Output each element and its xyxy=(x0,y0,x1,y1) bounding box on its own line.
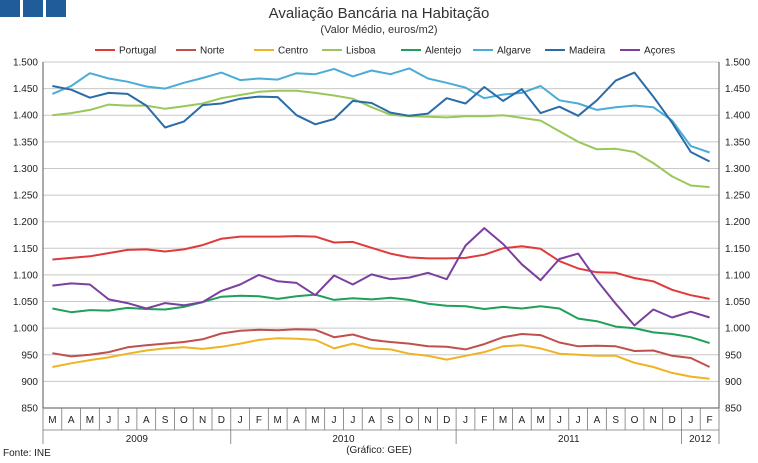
x-tick-label: J xyxy=(332,415,337,426)
series-line-açores xyxy=(52,227,710,327)
y-tick-label-left: 1.300 xyxy=(13,164,38,175)
year-label: 2012 xyxy=(689,434,712,445)
x-tick-label: O xyxy=(180,415,188,426)
legend-label: Madeira xyxy=(569,46,606,57)
y-tick-label-left: 1.400 xyxy=(13,111,38,122)
x-tick-label: D xyxy=(218,415,225,426)
y-tick-label-left: 1.000 xyxy=(13,324,38,335)
x-tick-label: J xyxy=(576,415,581,426)
series-line-algarve xyxy=(52,67,710,154)
legend-label: Açores xyxy=(644,46,675,57)
y-tick-label-left: 1.500 xyxy=(13,58,38,69)
y-tick-label-right: 1.400 xyxy=(725,111,750,122)
y-tick-label-right: 1.100 xyxy=(725,270,750,281)
chart-subtitle: (Valor Médio, euros/m2) xyxy=(320,24,438,36)
x-tick-label: D xyxy=(443,415,450,426)
y-tick-label-right: 1.200 xyxy=(725,217,750,228)
x-tick-label: J xyxy=(463,415,468,426)
y-tick-label-right: 1.250 xyxy=(725,191,750,202)
y-tick-label-right: 950 xyxy=(725,350,742,361)
x-tick-label: F xyxy=(481,415,487,426)
series-line-alentejo xyxy=(52,293,710,345)
chart-credit: (Gráfico: GEE) xyxy=(346,445,412,456)
y-tick-label-left: 1.250 xyxy=(13,191,38,202)
x-tick-label: N xyxy=(424,415,431,426)
x-tick-label: S xyxy=(612,415,619,426)
x-tick-label: J xyxy=(125,415,130,426)
x-tick-label: S xyxy=(387,415,394,426)
y-tick-label-right: 1.050 xyxy=(725,297,750,308)
logo-square-3 xyxy=(46,0,66,17)
x-tick-label: A xyxy=(368,415,375,426)
x-tick-label: A xyxy=(594,415,601,426)
legend-label: Alentejo xyxy=(425,46,462,57)
x-tick-label: O xyxy=(631,415,639,426)
series-line-madeira xyxy=(52,71,711,163)
x-tick-label: A xyxy=(68,415,75,426)
y-tick-label-left: 1.200 xyxy=(13,217,38,228)
x-tick-label: M xyxy=(499,415,507,426)
y-tick-label-left: 1.350 xyxy=(13,137,38,148)
series-line-lisboa xyxy=(52,89,710,189)
y-tick-label-left: 1.050 xyxy=(13,297,38,308)
x-tick-label: J xyxy=(350,415,355,426)
x-tick-label: J xyxy=(106,415,111,426)
x-tick-label: F xyxy=(707,415,713,426)
x-tick-label: M xyxy=(311,415,319,426)
y-tick-label-right: 1.350 xyxy=(725,137,750,148)
x-tick-label: M xyxy=(86,415,94,426)
y-tick-label-right: 1.300 xyxy=(725,164,750,175)
year-label: 2009 xyxy=(126,434,149,445)
x-tick-label: J xyxy=(238,415,243,426)
series-line-portugal xyxy=(52,235,710,300)
y-tick-label-right: 900 xyxy=(725,377,742,388)
legend-label: Lisboa xyxy=(346,46,376,57)
logo-square-2 xyxy=(23,0,43,17)
x-tick-label: O xyxy=(405,415,413,426)
y-tick-label-left: 900 xyxy=(21,377,38,388)
x-tick-label: D xyxy=(668,415,675,426)
legend-label: Centro xyxy=(278,46,308,57)
y-tick-label-right: 1.450 xyxy=(725,84,750,95)
y-tick-label-left: 1.450 xyxy=(13,84,38,95)
y-tick-label-left: 1.100 xyxy=(13,270,38,281)
x-tick-label: A xyxy=(293,415,300,426)
brand-logo xyxy=(0,0,66,17)
x-tick-label: A xyxy=(518,415,525,426)
series-line-norte xyxy=(52,328,711,368)
x-tick-label: M xyxy=(48,415,56,426)
legend-label: Norte xyxy=(200,46,225,57)
x-tick-label: J xyxy=(688,415,693,426)
legend-label: Portugal xyxy=(119,46,156,57)
y-tick-label-right: 1.500 xyxy=(725,58,750,69)
x-tick-label: N xyxy=(650,415,657,426)
x-tick-label: S xyxy=(162,415,169,426)
year-label: 2011 xyxy=(558,434,580,445)
x-tick-label: A xyxy=(143,415,150,426)
series-line-centro xyxy=(52,337,710,380)
x-tick-label: F xyxy=(256,415,262,426)
x-tick-label: M xyxy=(536,415,544,426)
year-label: 2010 xyxy=(332,434,355,445)
data-source: Fonte: INE xyxy=(3,448,51,459)
y-tick-label-left: 1.150 xyxy=(13,244,38,255)
legend-label: Algarve xyxy=(497,46,531,57)
chart-title: Avaliação Bancária na Habitação xyxy=(268,5,490,22)
x-tick-label: N xyxy=(199,415,206,426)
y-tick-label-left: 950 xyxy=(21,350,38,361)
y-tick-label-right: 1.150 xyxy=(725,244,750,255)
y-tick-label-left: 850 xyxy=(21,404,38,415)
y-tick-label-right: 1.000 xyxy=(725,324,750,335)
x-tick-label: M xyxy=(274,415,282,426)
logo-square-1 xyxy=(0,0,20,17)
y-tick-label-right: 850 xyxy=(725,404,742,415)
x-tick-label: J xyxy=(557,415,562,426)
